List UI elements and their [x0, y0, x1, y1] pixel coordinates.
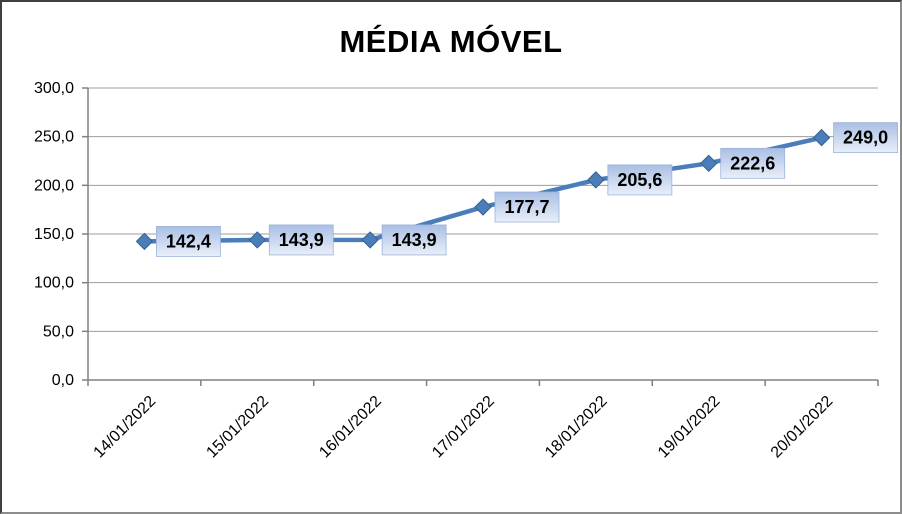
- data-point-marker: [812, 128, 831, 147]
- y-axis-label: 250,0: [34, 129, 74, 146]
- data-point-marker: [700, 154, 718, 173]
- data-label-box: [156, 225, 221, 257]
- data-label-box: [833, 122, 898, 154]
- data-label-box: [268, 224, 334, 256]
- y-axis-label: 200,0: [34, 177, 74, 194]
- y-axis-label: 50,0: [43, 323, 74, 340]
- data-point-marker: [474, 198, 492, 216]
- data-point-marker: [361, 231, 379, 249]
- data-point-marker: [248, 231, 266, 249]
- x-axis-label: 14/01/2022: [91, 393, 160, 462]
- x-axis-label: 16/01/2022: [316, 393, 385, 462]
- x-axis-label: 19/01/2022: [655, 393, 724, 462]
- y-axis-label: 300,0: [34, 80, 74, 97]
- data-label: 249,0: [843, 128, 888, 148]
- x-axis-label: 17/01/2022: [429, 393, 498, 462]
- y-axis-label: 0,0: [52, 372, 74, 389]
- data-label: 142,4: [166, 231, 211, 251]
- y-axis-label: 150,0: [34, 226, 74, 243]
- x-axis-label: 15/01/2022: [203, 393, 272, 462]
- series-line: [142, 135, 824, 244]
- data-label-box: [607, 164, 673, 196]
- data-label-box: [381, 224, 447, 256]
- y-axis-label: 100,0: [34, 275, 74, 292]
- x-axis-label: 20/01/2022: [768, 393, 837, 462]
- data-point-marker: [587, 171, 605, 189]
- data-label-box: [494, 191, 560, 223]
- data-label: 143,9: [392, 230, 437, 250]
- data-label: 205,6: [617, 170, 662, 190]
- data-label-box: [720, 147, 786, 179]
- chart-title: MÉDIA MÓVEL: [339, 24, 563, 59]
- x-axis-label: 18/01/2022: [542, 393, 611, 462]
- data-label: 177,7: [504, 197, 549, 217]
- data-label: 143,9: [279, 230, 324, 250]
- data-point-marker: [135, 232, 154, 251]
- data-label: 222,6: [730, 153, 775, 173]
